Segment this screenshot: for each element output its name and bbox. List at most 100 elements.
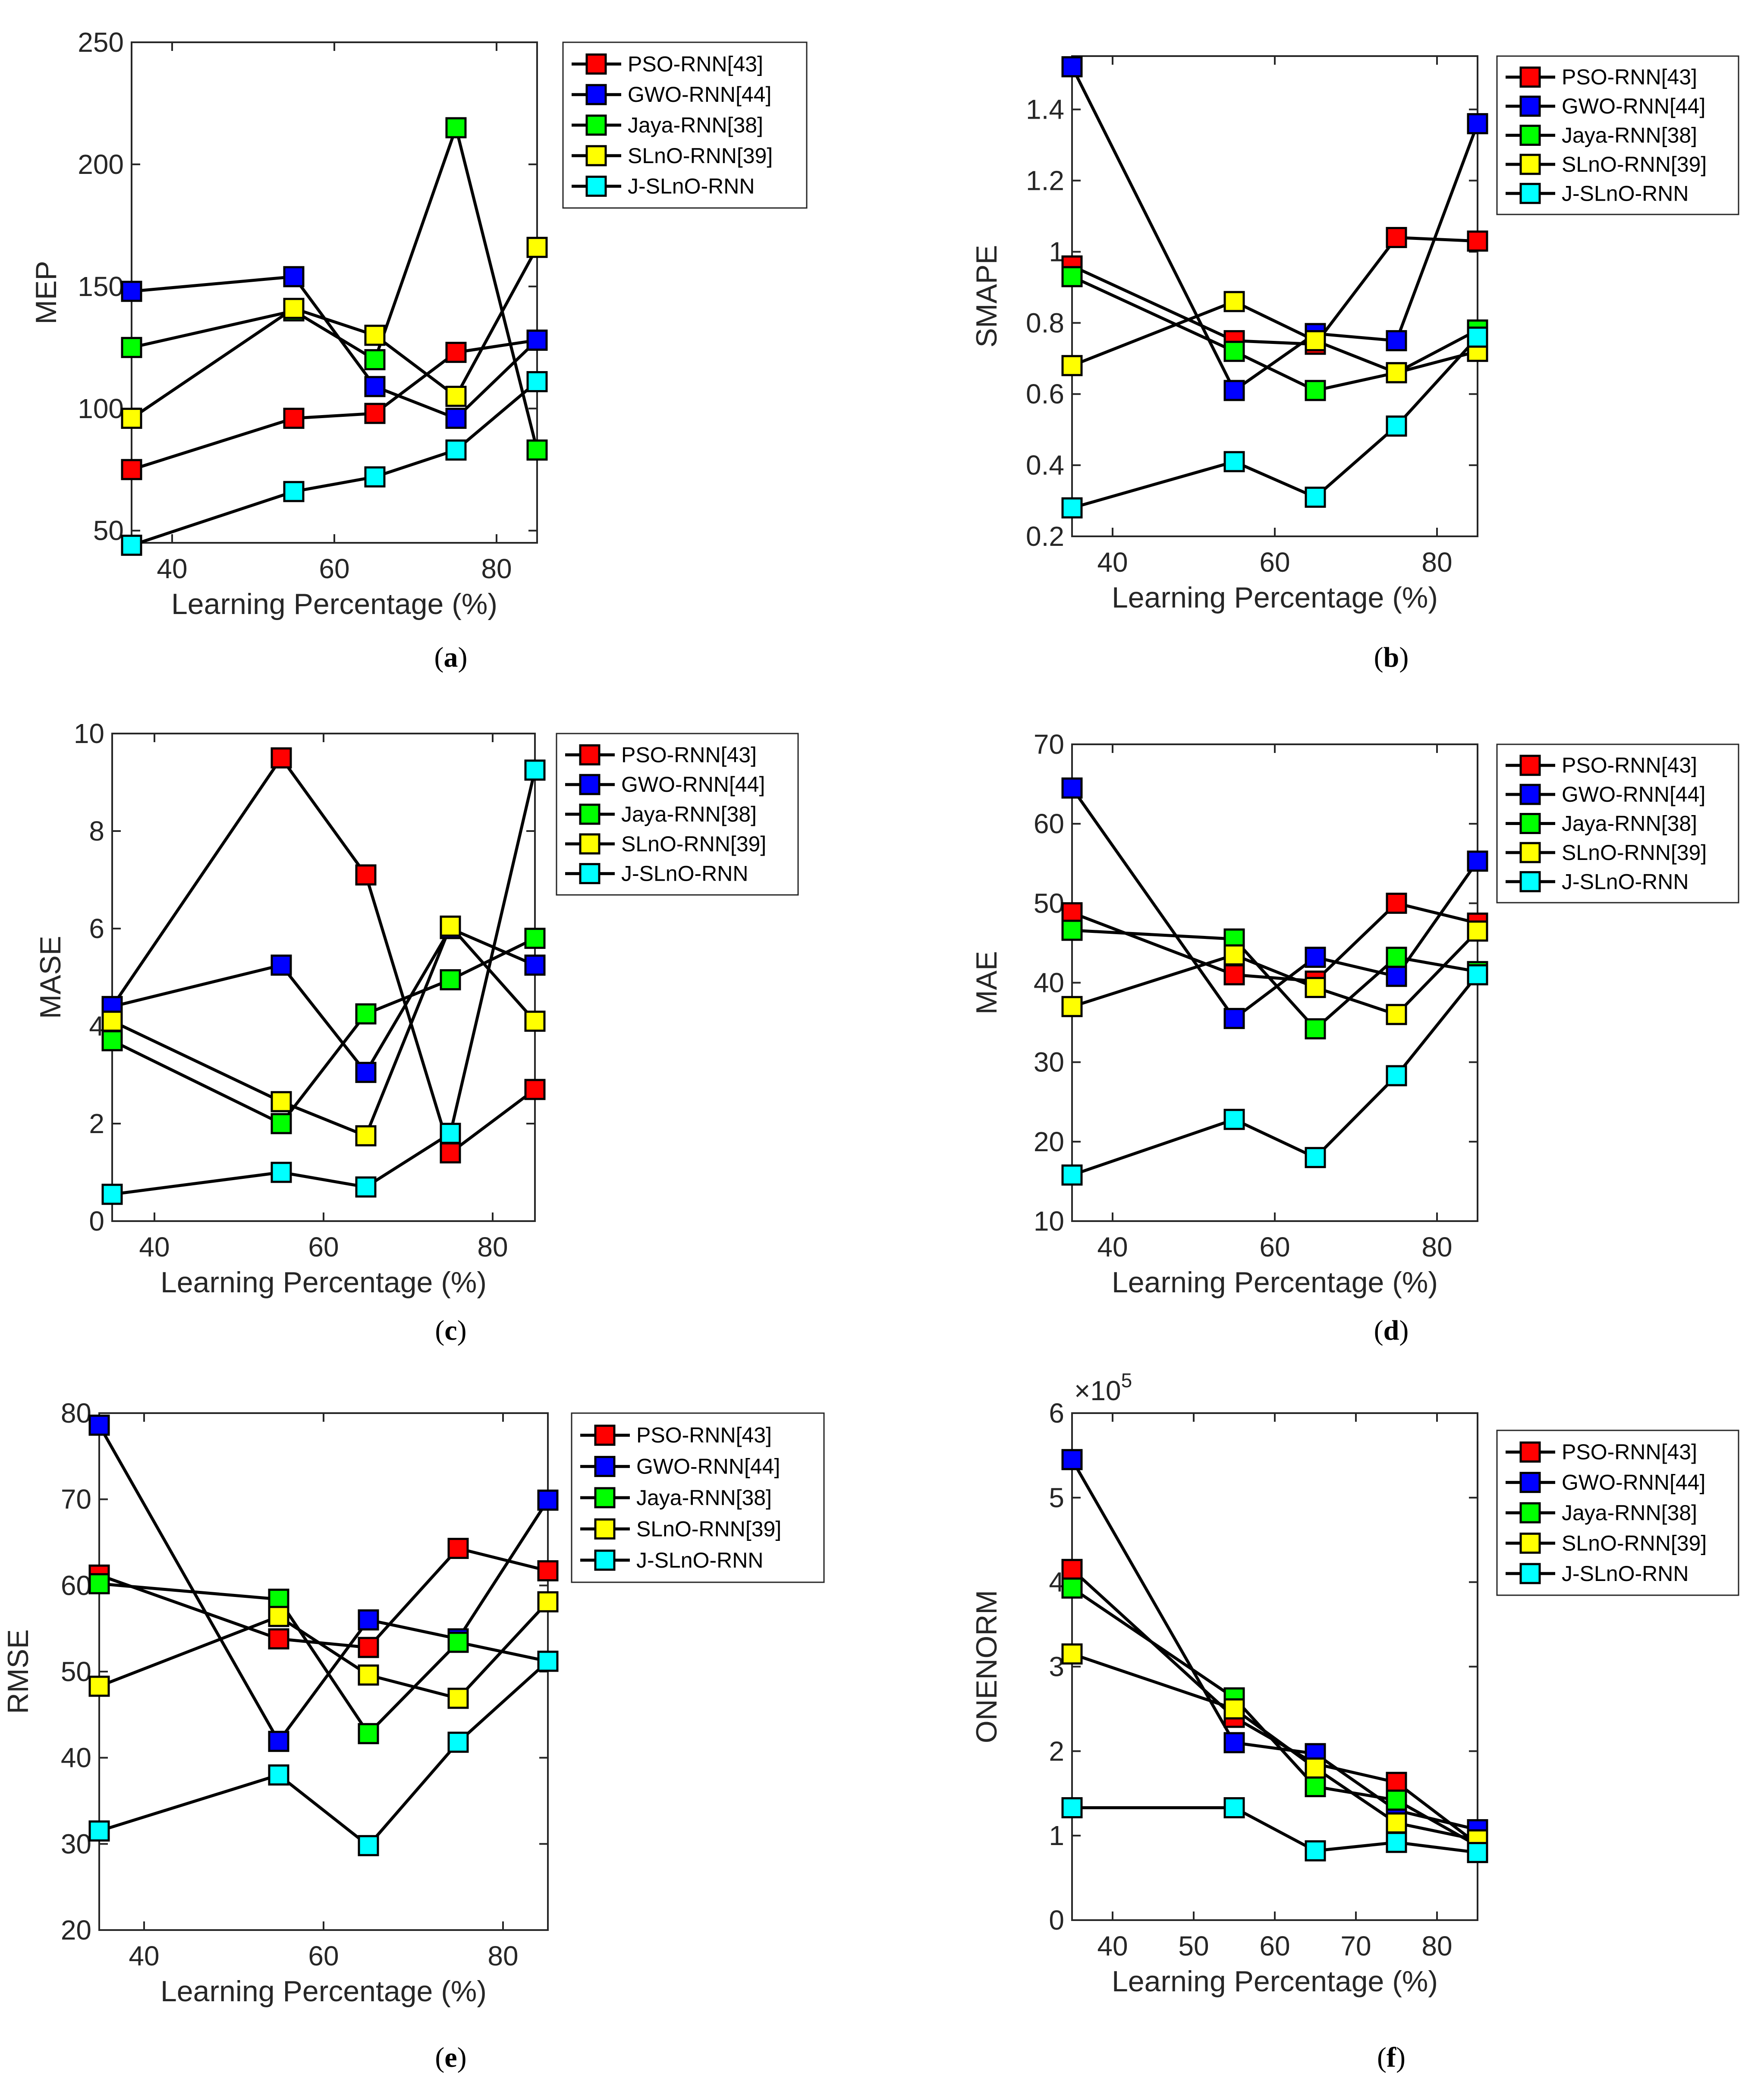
data-point-1-0 bbox=[1061, 1449, 1083, 1471]
data-point-4-4 bbox=[1467, 326, 1488, 348]
data-point-4-2 bbox=[358, 1835, 379, 1856]
data-point-4-2 bbox=[364, 466, 386, 488]
data-point-4-1 bbox=[268, 1764, 289, 1786]
data-point-1-0 bbox=[88, 1414, 110, 1436]
data-point-1-4 bbox=[1467, 113, 1488, 135]
y-tick-label: 10 bbox=[74, 718, 104, 749]
data-point-1-4 bbox=[1467, 850, 1488, 872]
legend-label-1: GWO-RNN[44] bbox=[1562, 1471, 1705, 1495]
legend-marker-0 bbox=[1519, 1441, 1541, 1463]
data-point-3-2 bbox=[1305, 330, 1326, 352]
data-point-0-2 bbox=[364, 403, 386, 424]
data-point-3-3 bbox=[1386, 362, 1407, 384]
data-point-0-4 bbox=[537, 1560, 559, 1581]
x-tick-label: 60 bbox=[319, 553, 349, 584]
legend-marker-2 bbox=[1519, 1502, 1541, 1524]
y-axis-label: RMSE bbox=[2, 1629, 35, 1714]
chart-a: 40 60 80 50 100 150 200 250 Learning Percentage … bbox=[30, 27, 808, 673]
y-tick-label: 200 bbox=[78, 149, 124, 180]
x-tick-label: 80 bbox=[1421, 1231, 1452, 1263]
y-tick-label: 60 bbox=[1034, 808, 1064, 839]
legend: PSO-RNN[43] GWO-RNN[44] Jaya-RNN[38] SLnO-R… bbox=[556, 733, 799, 896]
data-point-1-1 bbox=[1223, 1732, 1245, 1754]
data-point-4-1 bbox=[283, 481, 305, 502]
legend-label-3: SLnO-RNN[39] bbox=[1562, 1531, 1707, 1555]
data-point-1-2 bbox=[355, 1061, 377, 1083]
legend-marker-4 bbox=[1519, 871, 1541, 892]
x-tick-label: 50 bbox=[1178, 1930, 1209, 1962]
data-point-3-0 bbox=[1061, 355, 1083, 376]
data-point-4-2 bbox=[1305, 1840, 1326, 1861]
plot-area bbox=[1071, 1412, 1478, 1921]
legend-label-4: J-SLnO-RNN bbox=[1562, 181, 1689, 205]
x-axis-label: Learning Percentage (%) bbox=[160, 1266, 487, 1299]
legend-marker-4 bbox=[585, 176, 607, 197]
data-point-2-2 bbox=[1305, 1776, 1326, 1798]
data-point-4-1 bbox=[270, 1162, 292, 1183]
y-axis-label: MAE bbox=[970, 951, 1003, 1014]
legend-label-1: GWO-RNN[44] bbox=[628, 82, 771, 107]
y-tick-label: 20 bbox=[61, 1915, 91, 1946]
data-point-0-3 bbox=[1386, 227, 1407, 248]
panel-caption-letter: b bbox=[1384, 642, 1399, 673]
data-point-2-2 bbox=[1305, 1018, 1326, 1039]
legend-marker-1 bbox=[1519, 784, 1541, 805]
data-point-4-2 bbox=[1305, 1147, 1326, 1168]
legend-label-2: Jaya-RNN[38] bbox=[1562, 1501, 1697, 1525]
data-point-1-4 bbox=[524, 954, 546, 976]
data-point-4-1 bbox=[1223, 1108, 1245, 1130]
data-point-2-0 bbox=[1061, 920, 1083, 941]
data-point-0-2 bbox=[355, 864, 377, 886]
x-axis-label: Learning Percentage (%) bbox=[1112, 1266, 1438, 1299]
data-point-3-2 bbox=[1305, 977, 1326, 998]
legend-label-2: Jaya-RNN[38] bbox=[1562, 812, 1697, 836]
legend-label-0: PSO-RNN[43] bbox=[1562, 753, 1697, 778]
data-point-4-3 bbox=[445, 439, 467, 461]
data-point-4-0 bbox=[1061, 497, 1083, 519]
legend-marker-2 bbox=[1519, 125, 1541, 146]
data-point-2-0 bbox=[1061, 1577, 1083, 1599]
data-point-0-3 bbox=[445, 342, 467, 363]
data-point-4-0 bbox=[101, 1184, 123, 1205]
data-point-3-1 bbox=[1223, 944, 1245, 966]
y-tick-label: 2 bbox=[1049, 1735, 1064, 1767]
data-point-4-4 bbox=[1467, 1842, 1488, 1863]
x-tick-label: 60 bbox=[1259, 1930, 1290, 1962]
data-point-3-1 bbox=[1223, 1698, 1245, 1719]
y-tick-label: 150 bbox=[78, 271, 124, 302]
data-point-4-0 bbox=[1061, 1797, 1083, 1819]
data-point-2-3 bbox=[1386, 947, 1407, 968]
data-point-1-1 bbox=[283, 266, 305, 287]
data-point-0-0 bbox=[1061, 902, 1083, 923]
y-tick-label: 20 bbox=[1034, 1126, 1064, 1157]
legend-label-1: GWO-RNN[44] bbox=[1562, 782, 1705, 806]
legend-label-2: Jaya-RNN[38] bbox=[1562, 123, 1697, 148]
data-point-4-0 bbox=[1061, 1164, 1083, 1186]
data-point-0-1 bbox=[268, 1628, 289, 1650]
data-point-2-0 bbox=[1061, 266, 1083, 287]
y-tick-label: 80 bbox=[61, 1398, 91, 1429]
panel-caption-letter: a bbox=[444, 642, 458, 673]
x-axis-label: Learning Percentage (%) bbox=[1112, 581, 1438, 614]
data-point-3-3 bbox=[440, 915, 461, 937]
legend: PSO-RNN[43] GWO-RNN[44] Jaya-RNN[38] SLnO-R… bbox=[1496, 55, 1739, 215]
x-tick-label: 60 bbox=[308, 1231, 339, 1263]
panel-caption-letter: f bbox=[1387, 2042, 1396, 2073]
data-point-3-0 bbox=[88, 1675, 110, 1697]
legend-label-2: Jaya-RNN[38] bbox=[628, 113, 763, 137]
legend-marker-3 bbox=[579, 833, 601, 855]
legend-label-4: J-SLnO-RNN bbox=[628, 174, 755, 198]
data-point-3-0 bbox=[1061, 1643, 1083, 1665]
data-point-3-2 bbox=[1305, 1757, 1326, 1779]
data-point-1-1 bbox=[1223, 1008, 1245, 1029]
legend-marker-1 bbox=[1519, 1472, 1541, 1493]
data-point-2-2 bbox=[1305, 380, 1326, 401]
plot-area bbox=[1071, 55, 1478, 537]
plot-area bbox=[98, 1412, 549, 1931]
y-tick-label: 100 bbox=[78, 393, 124, 424]
plot-area bbox=[131, 41, 538, 544]
data-point-2-3 bbox=[447, 1631, 469, 1653]
